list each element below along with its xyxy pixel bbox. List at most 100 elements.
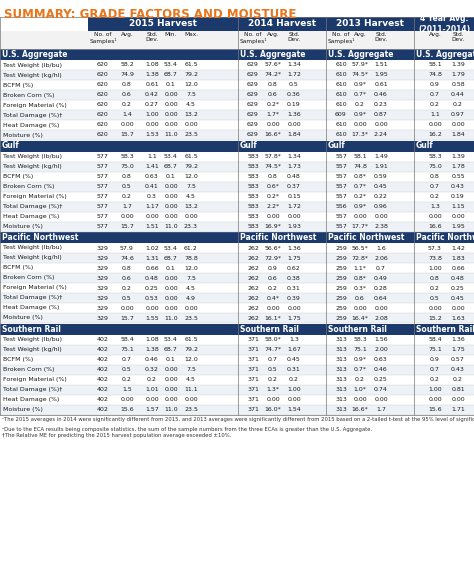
Text: Moisture (%): Moisture (%)	[3, 133, 43, 137]
Text: 371: 371	[247, 377, 259, 382]
Text: Std.
Dev.: Std. Dev.	[146, 32, 159, 42]
Text: 0.39: 0.39	[287, 295, 301, 301]
Bar	[238, 324, 326, 335]
Text: 0.9*: 0.9*	[354, 83, 366, 88]
Text: 16.6: 16.6	[428, 224, 442, 229]
Bar	[326, 232, 414, 243]
Text: 0.81: 0.81	[451, 387, 465, 392]
Text: 0.00: 0.00	[287, 305, 301, 310]
Text: 0.00: 0.00	[451, 122, 465, 128]
Bar	[0, 222, 474, 231]
Bar	[88, 17, 238, 31]
Text: 0.2: 0.2	[268, 286, 278, 290]
Text: 259: 259	[335, 316, 347, 320]
Text: 0.00: 0.00	[120, 122, 134, 128]
Text: 609: 609	[335, 113, 347, 118]
Text: 0.97: 0.97	[451, 113, 465, 118]
Text: 0.31: 0.31	[287, 367, 301, 372]
Text: 79.2: 79.2	[184, 347, 198, 352]
Text: 1.63: 1.63	[451, 316, 465, 320]
Text: 12.0: 12.0	[184, 83, 198, 88]
Text: 0.41: 0.41	[145, 184, 159, 189]
Text: 1.02: 1.02	[145, 245, 159, 250]
Text: ¹The 2015 averages in 2014 were significantly different from 2015, and 2013 aver: ¹The 2015 averages in 2014 were signific…	[2, 418, 474, 422]
Text: 57.9*: 57.9*	[352, 62, 368, 68]
Text: Foreign Material (%): Foreign Material (%)	[3, 194, 67, 199]
Text: 371: 371	[247, 407, 259, 412]
Text: 0.3*: 0.3*	[354, 286, 366, 290]
Bar	[238, 49, 326, 60]
Bar	[326, 17, 414, 31]
Text: 259: 259	[335, 265, 347, 271]
Text: 61.5: 61.5	[184, 62, 198, 68]
Text: 0.00: 0.00	[145, 122, 159, 128]
Text: 557: 557	[335, 194, 347, 199]
Text: 583: 583	[247, 194, 259, 199]
Text: 1.75: 1.75	[451, 347, 465, 352]
Text: 557: 557	[335, 224, 347, 229]
Text: No. of
Samples¹: No. of Samples¹	[327, 32, 355, 43]
Text: 1.5: 1.5	[122, 387, 132, 392]
Bar	[0, 192, 474, 201]
Text: 57.8*: 57.8*	[264, 154, 282, 159]
Text: 16.4*: 16.4*	[352, 316, 368, 320]
Text: 1.38: 1.38	[145, 347, 159, 352]
Bar	[0, 152, 474, 162]
Text: 57.6*: 57.6*	[264, 62, 282, 68]
Text: 0.00: 0.00	[164, 305, 178, 310]
Text: 0.6: 0.6	[268, 92, 278, 98]
Text: 1.67: 1.67	[287, 347, 301, 352]
Text: 0.00: 0.00	[164, 204, 178, 209]
Text: 56.5*: 56.5*	[352, 245, 368, 250]
Text: 1.34: 1.34	[287, 154, 301, 159]
Text: 0.2: 0.2	[147, 377, 157, 382]
Text: 0.2: 0.2	[355, 377, 365, 382]
Text: 2.08: 2.08	[374, 316, 388, 320]
Text: Total Damage (%)†: Total Damage (%)†	[3, 204, 63, 209]
Text: 1.7: 1.7	[376, 407, 386, 412]
Text: Std.
Dev.: Std. Dev.	[287, 32, 301, 42]
Text: 1.7*: 1.7*	[266, 113, 280, 118]
Text: 1.95: 1.95	[374, 73, 388, 77]
Text: 557: 557	[335, 214, 347, 219]
Text: 0.00: 0.00	[287, 214, 301, 219]
Text: 262: 262	[247, 275, 259, 280]
Text: 329: 329	[97, 245, 109, 250]
Text: 0.4*: 0.4*	[266, 295, 280, 301]
Text: 13.2: 13.2	[184, 204, 198, 209]
Text: BCFM (%): BCFM (%)	[3, 83, 33, 88]
Text: 15.2: 15.2	[428, 316, 442, 320]
Text: 0.1: 0.1	[166, 265, 176, 271]
Text: 79.2: 79.2	[184, 73, 198, 77]
Text: Pacific Northwest: Pacific Northwest	[2, 233, 78, 242]
Text: 58.3: 58.3	[428, 154, 442, 159]
Text: 0.62: 0.62	[287, 265, 301, 271]
Text: Broken Corn (%): Broken Corn (%)	[3, 92, 55, 98]
Text: 0.9: 0.9	[430, 83, 440, 88]
Text: 0.2: 0.2	[430, 377, 440, 382]
Text: 0.00: 0.00	[120, 305, 134, 310]
Text: Heat Damage (%): Heat Damage (%)	[3, 305, 59, 310]
Text: 0.00: 0.00	[374, 305, 388, 310]
Text: 313: 313	[335, 387, 347, 392]
Text: Test Weight (kg/hl): Test Weight (kg/hl)	[3, 73, 62, 77]
Text: Min.: Min.	[165, 32, 177, 37]
Text: 1.72: 1.72	[287, 204, 301, 209]
Text: 259: 259	[335, 245, 347, 250]
Text: 329: 329	[97, 305, 109, 310]
Text: 15.7: 15.7	[120, 224, 134, 229]
Text: 0.6: 0.6	[268, 275, 278, 280]
Text: 0.2*: 0.2*	[266, 194, 280, 199]
Text: Southern Rail: Southern Rail	[416, 324, 474, 334]
Text: 13.2: 13.2	[184, 113, 198, 118]
Bar	[0, 141, 238, 152]
Text: 0.25: 0.25	[374, 377, 388, 382]
Text: 402: 402	[97, 397, 109, 402]
Text: 0.00: 0.00	[287, 122, 301, 128]
Text: 2015 Harvest: 2015 Harvest	[129, 20, 197, 28]
Text: 12.0: 12.0	[184, 357, 198, 362]
Text: 1.78: 1.78	[451, 164, 465, 169]
Text: 371: 371	[247, 337, 259, 342]
Text: 58.1: 58.1	[353, 154, 367, 159]
Text: 577: 577	[97, 204, 109, 209]
